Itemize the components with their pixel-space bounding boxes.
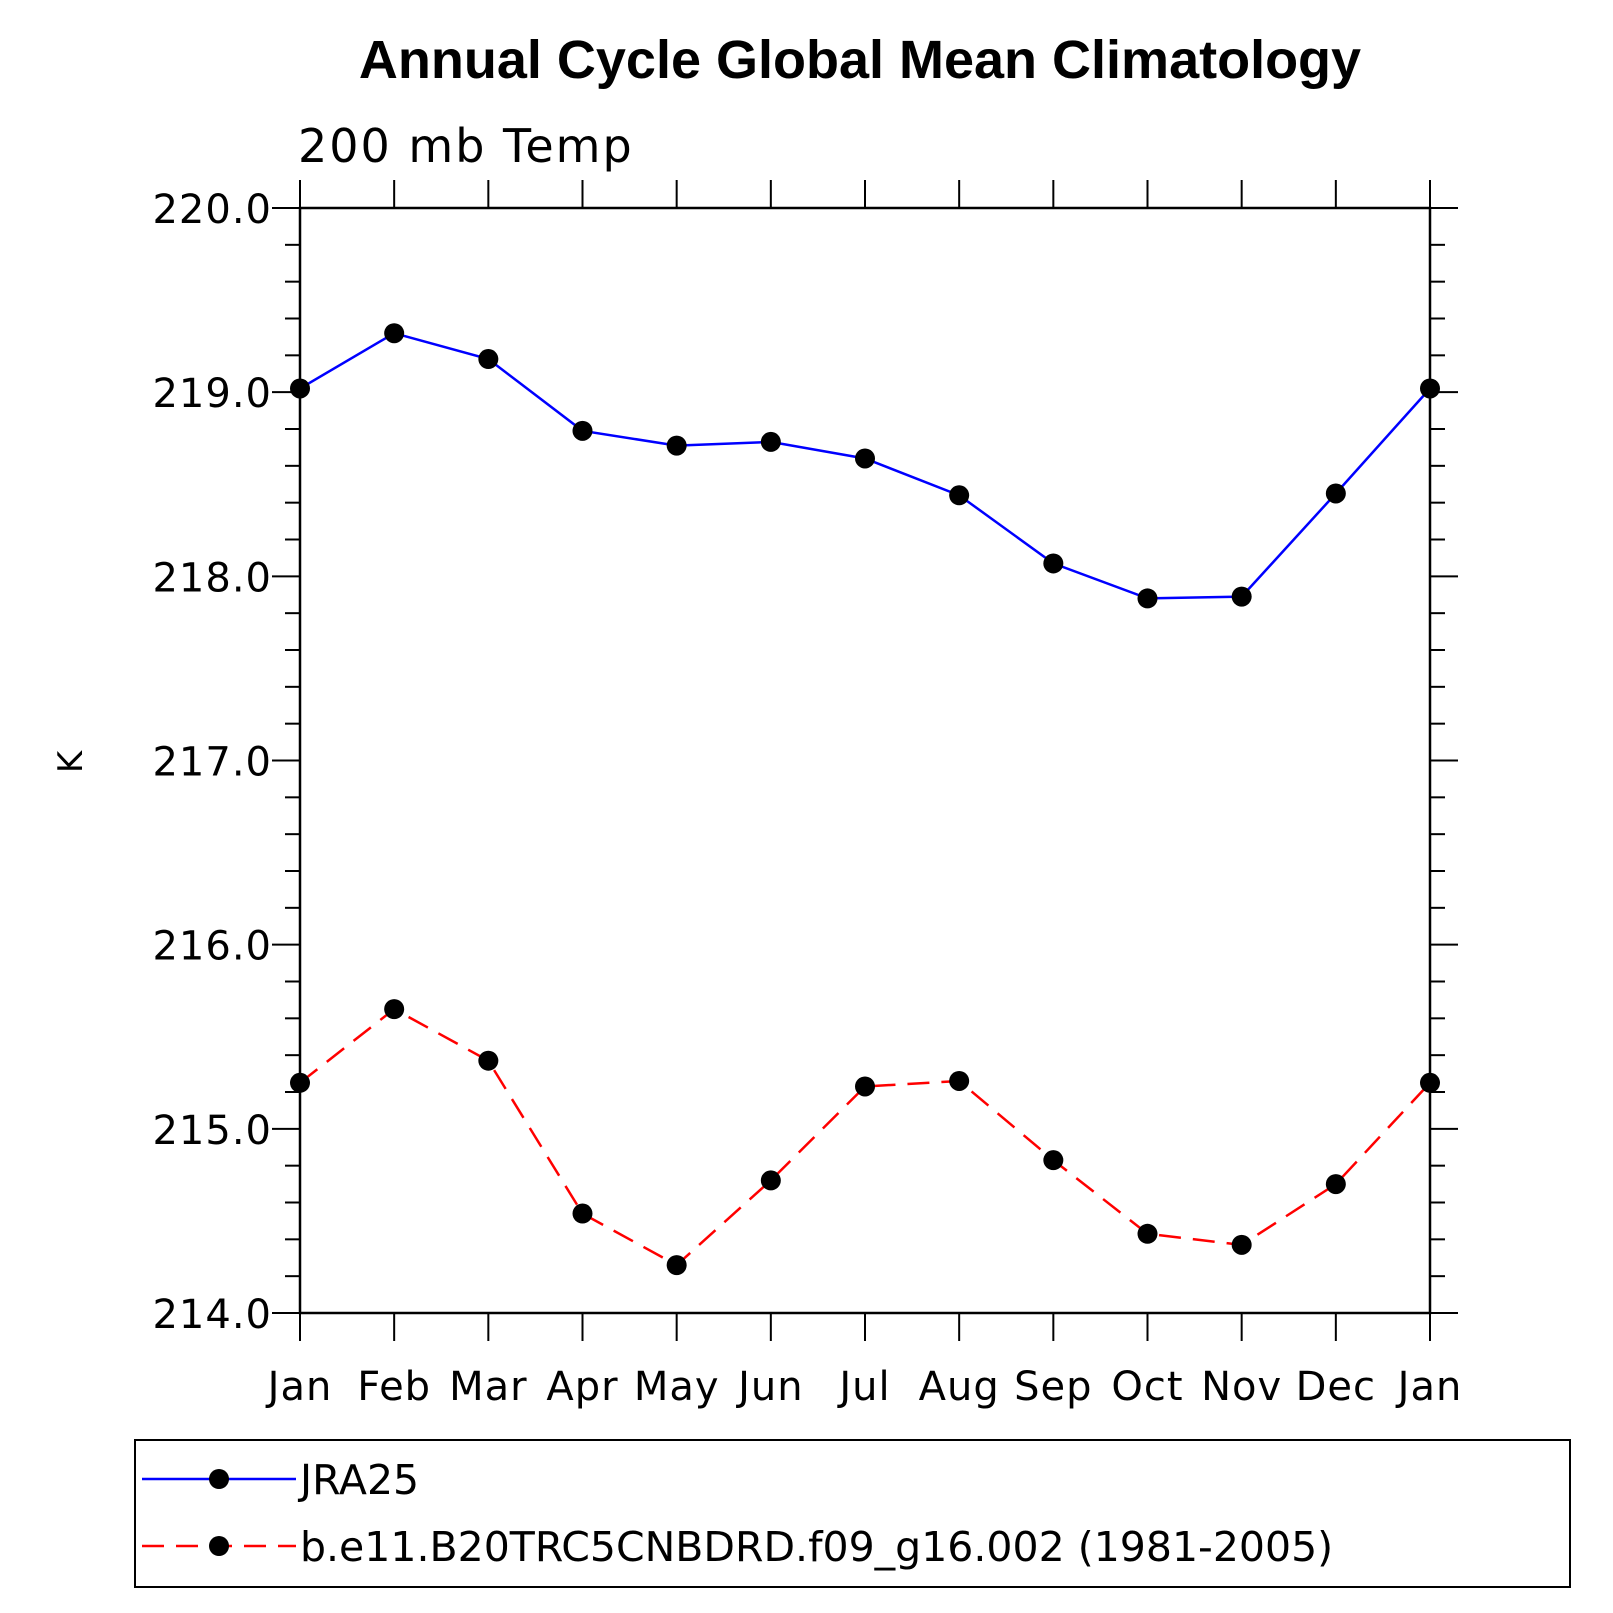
data-point bbox=[384, 999, 405, 1020]
x-tick-label: Oct bbox=[1111, 1364, 1183, 1410]
x-tick-label: Jul bbox=[836, 1364, 890, 1410]
chart-title: Annual Cycle Global Mean Climatology bbox=[359, 30, 1361, 90]
x-tick-label: Apr bbox=[546, 1364, 618, 1410]
data-point bbox=[949, 485, 970, 506]
legend-marker bbox=[209, 1469, 229, 1489]
y-tick-label: 217.0 bbox=[152, 740, 272, 786]
axes bbox=[272, 180, 1458, 1341]
legend-entry-2: b.e11.B20TRC5CNBDRD.f09_g16.002 (1981-20… bbox=[142, 1523, 1333, 1571]
data-point bbox=[1231, 1234, 1252, 1255]
series-2 bbox=[290, 999, 1440, 1276]
data-point bbox=[760, 1170, 781, 1191]
legend-entry-1: JRA25 bbox=[142, 1456, 419, 1504]
x-tick-label: Nov bbox=[1201, 1364, 1282, 1410]
series-1 bbox=[290, 323, 1440, 609]
x-tick-label: Dec bbox=[1296, 1364, 1376, 1410]
data-point bbox=[290, 378, 310, 399]
legend-box bbox=[134, 1439, 1571, 1588]
data-point bbox=[949, 1070, 970, 1091]
data-point bbox=[1043, 553, 1064, 574]
x-tick-label: Jan bbox=[265, 1364, 333, 1410]
x-tick-label: Feb bbox=[357, 1364, 431, 1410]
legend-label: b.e11.B20TRC5CNBDRD.f09_g16.002 (1981-20… bbox=[300, 1523, 1333, 1571]
legend-marker bbox=[209, 1536, 229, 1556]
data-point bbox=[572, 420, 593, 441]
data-point bbox=[666, 1255, 687, 1276]
data-point bbox=[855, 448, 875, 469]
data-point bbox=[478, 349, 499, 370]
data-point bbox=[1420, 1072, 1440, 1093]
x-tick-label: Jan bbox=[1395, 1364, 1463, 1410]
x-tick-label: Aug bbox=[919, 1364, 1000, 1410]
series-line bbox=[299, 1007, 1431, 1267]
x-tick-label: Mar bbox=[449, 1364, 527, 1410]
data-point bbox=[855, 1076, 875, 1097]
data-point bbox=[1420, 378, 1440, 399]
y-tick-label: 218.0 bbox=[152, 555, 272, 601]
data-point bbox=[384, 323, 405, 344]
data-point bbox=[666, 435, 687, 456]
data-point bbox=[290, 1072, 310, 1093]
y-tick-labels: 214.0 215.0 216.0 217.0 218.0 219.0 220.0 bbox=[152, 187, 272, 1338]
y-tick-label: 220.0 bbox=[152, 187, 272, 233]
data-point bbox=[1137, 1223, 1158, 1244]
plot-frame bbox=[298, 206, 1432, 1315]
data-point bbox=[1043, 1150, 1064, 1171]
series-layer bbox=[290, 323, 1440, 1276]
legend-entries: JRA25 b.e11.B20TRC5CNBDRD.f09_g16.002 (19… bbox=[142, 1456, 1333, 1571]
data-point bbox=[1325, 1174, 1346, 1195]
x-tick-label: Sep bbox=[1014, 1364, 1092, 1410]
legend-label: JRA25 bbox=[297, 1456, 419, 1504]
x-tick-labels: Jan Feb Mar Apr May Jun Jul Aug Sep Oct Nov Dec Jan bbox=[265, 1364, 1463, 1410]
y-tick-label: 215.0 bbox=[152, 1108, 272, 1154]
data-point bbox=[1325, 483, 1346, 504]
x-tick-label: Jun bbox=[735, 1364, 804, 1410]
data-point bbox=[572, 1203, 593, 1224]
data-point bbox=[478, 1050, 499, 1071]
y-tick-label: 219.0 bbox=[152, 371, 272, 417]
data-point bbox=[1231, 586, 1252, 607]
data-point bbox=[1137, 588, 1158, 609]
y-axis-label: K bbox=[51, 749, 91, 773]
y-tick-label: 216.0 bbox=[152, 924, 272, 970]
legend: JRA25 b.e11.B20TRC5CNBDRD.f09_g16.002 (19… bbox=[134, 1439, 1571, 1588]
y-tick-label: 214.0 bbox=[152, 1292, 272, 1338]
x-tick-label: May bbox=[634, 1364, 720, 1410]
chart-subtitle: 200 mb Temp bbox=[298, 119, 634, 173]
data-point bbox=[760, 431, 781, 452]
